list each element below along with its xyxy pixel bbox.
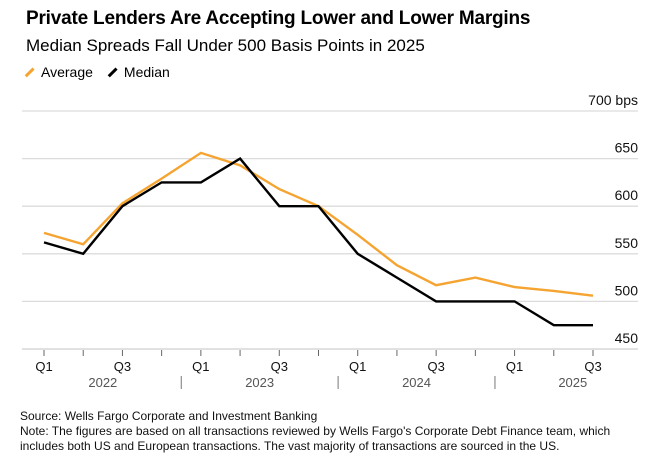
- source-text: Source: Wells Fargo Corporate and Invest…: [20, 409, 318, 423]
- y-tick-label: 500: [615, 282, 639, 298]
- year-label: 2022: [88, 375, 117, 390]
- x-tick-label: Q3: [584, 359, 601, 374]
- year-label: 2023: [245, 375, 274, 390]
- chart-subtitle: Median Spreads Fall Under 500 Basis Poin…: [26, 36, 425, 55]
- y-tick-label: 650: [615, 140, 639, 156]
- series-line-average: [43, 151, 594, 297]
- x-tick-label: Q1: [35, 359, 52, 374]
- footer: Source: Wells Fargo Corporate and Invest…: [20, 409, 610, 454]
- legend-item-median: Median: [107, 64, 170, 80]
- series-line-median: [43, 157, 593, 327]
- x-tick-label: Q3: [427, 359, 444, 374]
- x-tick-label: Q3: [114, 359, 131, 374]
- x-tick-label: Q1: [349, 359, 366, 374]
- year-label: 2024: [402, 375, 431, 390]
- y-tick-label: 600: [615, 187, 639, 203]
- y-tick-label: 550: [615, 235, 639, 251]
- y-tick-label: 450: [615, 330, 639, 346]
- x-tick-label: Q3: [271, 359, 288, 374]
- chart-title: Private Lenders Are Accepting Lower and …: [26, 8, 531, 29]
- x-tick-label: Q1: [506, 359, 523, 374]
- x-tick-label: Q1: [192, 359, 209, 374]
- note-text-1: Note: The figures are based on all trans…: [20, 424, 611, 438]
- note-text-2: includes both US and European transactio…: [20, 439, 560, 453]
- y-tick-label: 700 bps: [588, 92, 638, 108]
- legend: Average Median: [24, 64, 170, 80]
- year-label: 2025: [558, 375, 587, 390]
- legend-item-average: Average: [24, 64, 93, 80]
- legend-label-average: Average: [41, 64, 93, 80]
- legend-label-median: Median: [123, 64, 170, 80]
